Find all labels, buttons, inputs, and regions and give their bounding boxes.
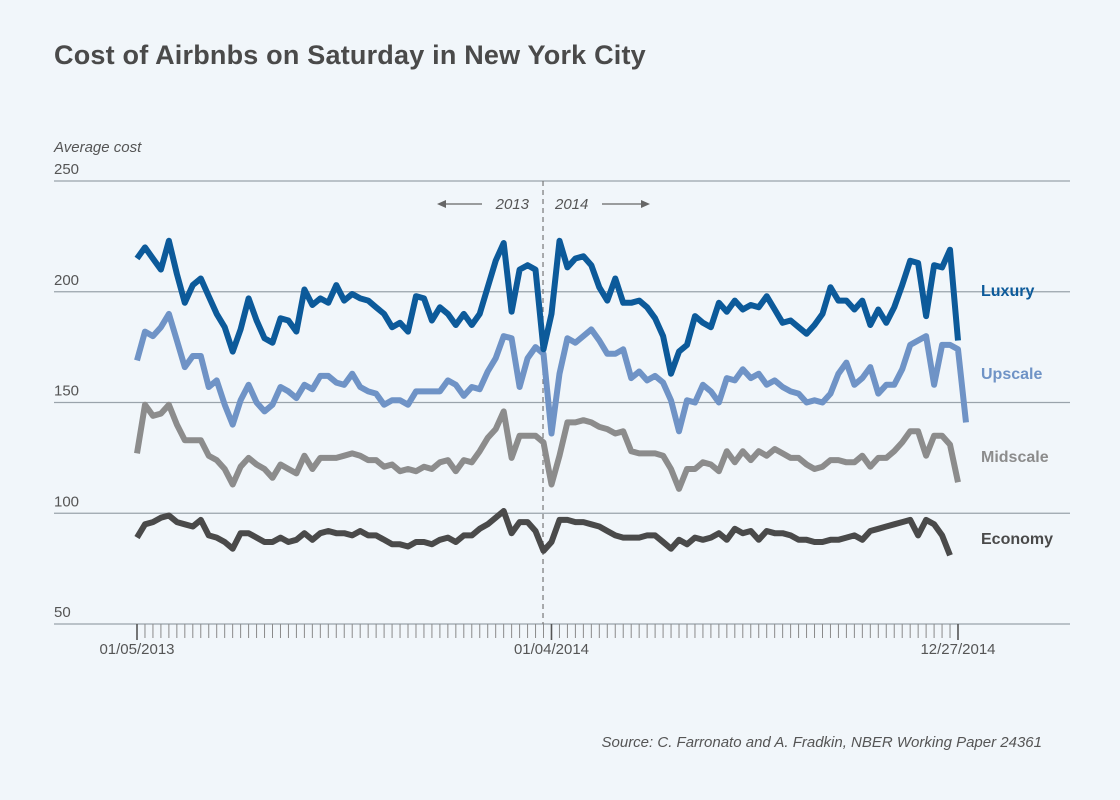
chart-title: Cost of Airbnbs on Saturday in New York … bbox=[54, 40, 646, 70]
series-line-upscale bbox=[134, 310, 969, 437]
legend-label-upscale: Upscale bbox=[981, 366, 1042, 383]
legend-label-economy: Economy bbox=[981, 531, 1053, 548]
y-tick-labels: 50 100 150 200 250 bbox=[54, 161, 79, 621]
y-tick-label-250: 250 bbox=[54, 161, 79, 178]
y-tick-label-150: 150 bbox=[54, 383, 79, 400]
x-tick-label-01-04-2014: 01/04/2014 bbox=[514, 641, 589, 658]
period-label-right: 2014 bbox=[554, 196, 588, 213]
right-arrow-head bbox=[641, 200, 650, 208]
series-lines bbox=[134, 237, 969, 557]
period-labels: 2013 2014 bbox=[437, 196, 650, 213]
source-note: Source: C. Farronato and A. Fradkin, NBE… bbox=[601, 734, 1043, 751]
series-line-luxury bbox=[134, 237, 961, 377]
left-arrow-head bbox=[437, 200, 446, 208]
series-line-midscale bbox=[134, 401, 961, 492]
y-axis-label: Average cost bbox=[53, 139, 142, 156]
y-tick-label-50: 50 bbox=[54, 604, 71, 621]
legend-label-midscale: Midscale bbox=[981, 449, 1049, 466]
legend-label-luxury: Luxury bbox=[981, 283, 1034, 300]
x-axis: 01/05/2013 01/04/2014 12/27/2014 bbox=[99, 624, 996, 658]
y-tick-label-100: 100 bbox=[54, 493, 79, 510]
x-tick-label-12-27-2014: 12/27/2014 bbox=[920, 641, 995, 658]
legend: Luxury Upscale Midscale Economy bbox=[981, 283, 1053, 548]
x-tick-label-01-05-2013: 01/05/2013 bbox=[99, 641, 174, 658]
period-label-left: 2013 bbox=[495, 196, 530, 213]
y-tick-label-200: 200 bbox=[54, 272, 79, 289]
series-line-economy bbox=[134, 508, 953, 557]
